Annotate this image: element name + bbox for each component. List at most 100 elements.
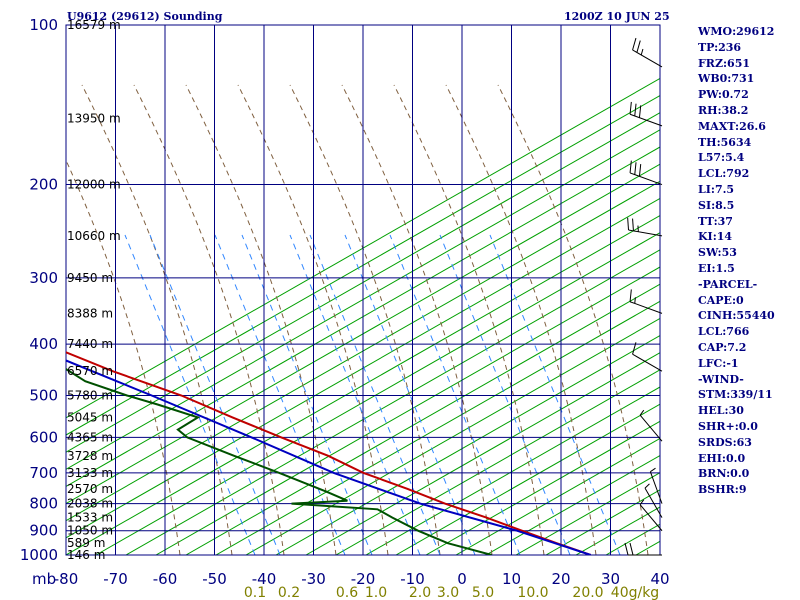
chart-title: U9612 (29612) Sounding <box>67 10 223 23</box>
height-label: 16579 m <box>67 18 121 32</box>
height-label: 3133 m <box>67 466 113 480</box>
stability-indices-list: WMO:29612 TP:236 FRZ:651 WB0:731 PW:0.72 RH:3… <box>698 24 775 498</box>
moist-adiabat-line <box>289 84 441 555</box>
temperature-trace <box>66 351 592 555</box>
index-item: CAPE:0 <box>698 293 744 307</box>
mixing-ratio-line <box>289 234 421 555</box>
index-item: FRZ:651 <box>698 56 751 70</box>
background-lines <box>66 25 800 555</box>
wind-barb-feather <box>629 160 632 173</box>
mixing-ratio-label: 1.0 <box>365 585 387 600</box>
chart-time: 1200Z 10 JUN 25 <box>564 10 670 23</box>
height-label: 589 m <box>67 536 105 550</box>
dry-adiabat-line <box>66 146 660 488</box>
moist-adiabat-line <box>133 84 285 555</box>
moist-adiabat-line <box>81 84 233 555</box>
pressure-label: 500 <box>29 386 58 404</box>
pressure-label: 200 <box>29 176 58 194</box>
mixing-ratio-label: 2.0 <box>409 585 431 600</box>
mixing-ratio-line <box>149 234 281 555</box>
moist-adiabat-line <box>497 84 649 555</box>
wind-barb-half-feather <box>639 409 645 416</box>
wind-barb-feather <box>629 542 634 556</box>
height-label: 4365 m <box>67 430 113 444</box>
wind-barb-half-feather <box>634 297 636 304</box>
wind-barb-feather <box>638 163 642 177</box>
index-item: SHR+:0.0 <box>698 419 758 433</box>
index-item: MAXT:26.6 <box>698 119 766 133</box>
dry-adiabat-line <box>66 180 660 522</box>
dry-adiabat-line <box>365 386 660 555</box>
wind-barbs <box>624 37 663 556</box>
wind-barb-feather <box>627 217 630 231</box>
mixing-ratio-label: 10.0 <box>517 585 548 600</box>
dewpoint-trace <box>66 367 492 555</box>
index-item: WB0:731 <box>698 72 755 86</box>
height-label: 146 m <box>67 548 105 562</box>
dry-adiabat-line <box>335 369 660 555</box>
pressure-label: 600 <box>29 428 58 446</box>
dry-adiabat-line <box>95 232 660 555</box>
height-label: 2570 m <box>67 482 113 496</box>
dry-adiabat-line <box>66 197 660 539</box>
wind-barb <box>629 101 663 127</box>
mixing-ratio-line <box>309 234 441 555</box>
temperature-label: 20 <box>551 570 570 588</box>
wind-barb <box>624 542 662 556</box>
index-item: BSHR:9 <box>698 483 747 497</box>
pressure-label: 100 <box>29 16 58 34</box>
mixing-ratio-line <box>389 234 521 555</box>
parcel-trace <box>66 359 592 555</box>
wind-barb-staff <box>632 49 663 68</box>
wind-barb-feather <box>632 37 637 51</box>
wind-barb <box>629 289 663 314</box>
temperature-label: -20 <box>351 570 376 588</box>
temperature-labels: -80 -70 -60 -50 -40 -30 -20 -10 0 10 20 30 40 <box>54 570 670 588</box>
wind-barb <box>644 483 663 518</box>
wind-barb-staff <box>628 229 663 237</box>
dry-adiabat-line <box>125 249 660 555</box>
index-item: TH:5634 <box>698 135 752 149</box>
index-item: SRDS:63 <box>698 435 752 449</box>
dry-adiabat-line <box>305 352 660 555</box>
height-label: 13950 m <box>67 111 121 125</box>
dry-adiabat-line <box>425 420 660 555</box>
index-item: EI:1.5 <box>698 261 735 275</box>
wind-barb-feather <box>636 40 641 53</box>
dry-adiabat-line <box>786 25 800 555</box>
height-label: 1050 m <box>67 524 113 538</box>
wind-barb-feather <box>634 162 637 175</box>
mixing-ratio-label: 20.0 <box>572 585 603 600</box>
temperature-label: 0 <box>457 570 467 588</box>
pressure-label: 800 <box>29 495 58 513</box>
height-label: 10660 m <box>67 229 121 243</box>
index-item: -WIND- <box>698 372 744 386</box>
index-item: RH:38.2 <box>698 103 749 117</box>
plot-border <box>65 24 661 556</box>
pressure-label: 400 <box>29 335 58 353</box>
dry-adiabat-line <box>66 77 660 419</box>
height-label: 5780 m <box>67 388 113 402</box>
wind-barb-staff <box>629 113 663 127</box>
wind-barb <box>627 217 663 237</box>
moist-adiabat-line <box>393 84 545 555</box>
dry-adiabat-line <box>155 266 660 555</box>
index-item: LCL:792 <box>698 167 750 181</box>
wind-barb-staff <box>639 504 663 532</box>
index-item: BRN:0.0 <box>698 467 750 481</box>
index-item: STM:339/11 <box>698 388 773 402</box>
height-label: 3728 m <box>67 449 113 463</box>
wind-barb <box>639 499 663 532</box>
dry-adiabat-line <box>66 129 660 470</box>
index-item: CAP:7.2 <box>698 340 747 354</box>
wind-barb-feather <box>624 542 629 556</box>
wind-barb-half-feather <box>640 48 644 56</box>
index-item: WMO:29612 <box>698 25 775 38</box>
wind-barb-feather <box>632 218 634 231</box>
mixing-ratio-label: 0.2 <box>278 585 300 600</box>
temperature-label: -70 <box>103 570 128 588</box>
wind-barb-staff <box>644 487 663 518</box>
dry-adiabat-line <box>66 163 660 505</box>
index-item: KI:14 <box>698 230 733 244</box>
